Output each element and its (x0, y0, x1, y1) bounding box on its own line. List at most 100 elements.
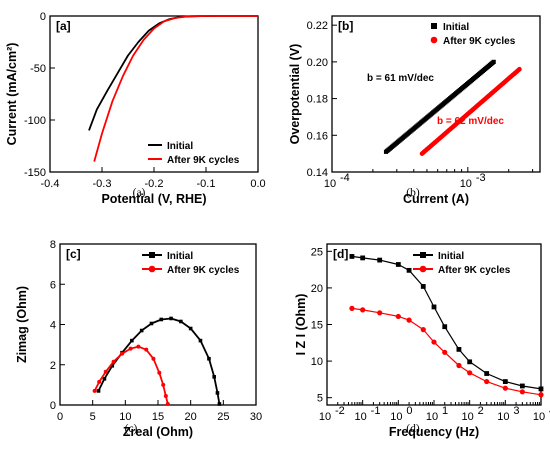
y-axis-title: Overpotential (V) (288, 44, 302, 145)
x-tick-exponent: -1 (371, 405, 381, 417)
legend-label: Initial (438, 251, 464, 262)
series-after-9k-cycles-point (538, 392, 544, 398)
series-initial-point (198, 338, 203, 343)
panel-d: 10-210-1100101102103104510152025Frequenc… (294, 243, 550, 439)
legend-label: After 9K cycles (443, 36, 516, 47)
series-after-9k-cycles-point (151, 356, 156, 361)
panel-tag: [a] (56, 19, 71, 33)
series-after-9k-cycles-point (442, 349, 448, 355)
series-after-9k-cycles-point (502, 385, 508, 391)
series-after-9k-cycles-point (456, 362, 462, 369)
legend-label: Initial (443, 22, 469, 33)
series-after-9k-cycles-point (144, 347, 149, 352)
y-axis-title: I Z I (Ohm) (294, 294, 308, 356)
y-tick-label: 0.14 (307, 167, 328, 179)
x-tick-exponent: 1 (442, 405, 448, 417)
legend-label: Initial (167, 251, 193, 262)
x-tick-label: 30 (250, 411, 262, 423)
series-after-9k-cycles-point (467, 370, 473, 376)
plot-frame (331, 15, 541, 173)
y-tick-label: -150 (24, 167, 46, 179)
panel-tag: [b] (338, 19, 353, 33)
y-tick-label: 0.18 (307, 94, 328, 106)
series-initial-point (207, 356, 211, 361)
x-tick-label: 10 (324, 178, 336, 190)
panel-tag: [d] (333, 247, 348, 261)
series-initial-point (215, 391, 220, 395)
legend-marker (148, 265, 156, 273)
y-tick-label: 15 (311, 320, 323, 332)
y-tick-label: 2 (50, 360, 56, 372)
y-tick-label: 0.22 (307, 20, 328, 32)
series-after-9k-cycles-point (120, 351, 125, 356)
series-initial-point (212, 375, 216, 379)
y-tick-label: 6 (50, 279, 56, 291)
series-after-9k-cycles-point (103, 369, 108, 374)
series-initial-point (442, 324, 448, 330)
series-initial-point (159, 317, 164, 322)
panel-c: 0 5 10 15 20 25 30 0 2 4 6 8 Zreal (Ohm) Zimag (Ohm) [… (15, 239, 262, 439)
series-initial-point (179, 319, 183, 324)
y-tick-label: 25 (311, 246, 323, 258)
series-initial-point (431, 304, 437, 310)
series-initial-line (88, 15, 258, 131)
series-after-9k-cycles-point (420, 327, 426, 333)
x-axis-title: Zreal (Ohm) (123, 425, 193, 439)
series-initial-point (406, 267, 412, 273)
legend-label: After 9K cycles (438, 265, 511, 276)
y-tick-label: 0 (50, 400, 56, 412)
legend-marker (430, 36, 438, 44)
panel-tag: [c] (66, 247, 81, 261)
x-tick-label: 20 (185, 411, 197, 423)
x-tick-exponent: -4 (340, 172, 350, 184)
y-axis-title: Zimag (Ohm) (15, 286, 29, 363)
y-axis-title: Current (mA/cm²) (5, 43, 19, 146)
x-tick-label: 10 (497, 411, 509, 423)
series-after-9k-cycles-point (165, 401, 170, 406)
series-after-9k-cycles-point (157, 370, 162, 375)
x-tick-label: 10 (119, 411, 131, 423)
series-initial-line (97, 317, 221, 405)
x-tick-label: 5 (90, 411, 96, 423)
x-axis-title: Potential (V, RHE) (101, 192, 206, 206)
series-after-9k-cycles-point (377, 310, 383, 316)
x-tick-label: 10 (319, 411, 331, 423)
y-tick-label: 8 (50, 239, 56, 251)
series-initial-point (456, 346, 462, 352)
series-after-9k-cycles-point (161, 382, 166, 387)
series-after-9k-cycles-point (431, 339, 437, 345)
slope-annotation: b = 62 mV/dec (437, 116, 504, 127)
series-initial-point (360, 255, 366, 261)
y-tick-label: 20 (311, 283, 323, 295)
series-initial-point (349, 254, 355, 259)
slope-annotation: b = 61 mV/dec (367, 73, 434, 84)
series-initial-point (420, 284, 426, 289)
series-initial-point (491, 59, 496, 64)
series-initial-point (217, 402, 222, 406)
x-tick-label: 10 (355, 411, 367, 423)
series-after-9k-cycles-point (163, 393, 168, 398)
y-tick-label: 5 (317, 393, 323, 405)
x-tick-exponent: 0 (406, 405, 412, 417)
x-tick-label: -0.2 (145, 178, 164, 190)
y-tick-label: 0.16 (307, 130, 328, 142)
series-initial-point (139, 328, 144, 333)
x-tick-exponent: 3 (513, 405, 519, 417)
x-tick-exponent: 2 (478, 405, 484, 417)
series-initial-point (395, 262, 401, 267)
x-tick-label: 10 (460, 178, 472, 190)
x-tick-exponent: -2 (335, 405, 345, 417)
series-initial-line (351, 255, 542, 390)
x-tick-label: -0.4 (41, 178, 60, 190)
y-tick-label: 0 (40, 11, 46, 23)
x-tick-label: 10 (390, 411, 402, 423)
x-tick-label: 10 (426, 411, 438, 423)
x-tick-label: 25 (217, 411, 229, 423)
x-axis-title: Frequency (Hz) (389, 425, 479, 439)
x-tick-label: -0.3 (93, 178, 112, 190)
panel-caption: (c) (125, 423, 138, 435)
x-axis-title: Current (A) (403, 192, 469, 206)
series-after-9k-cycles-point (92, 388, 97, 393)
y-tick-label: -50 (30, 63, 46, 75)
